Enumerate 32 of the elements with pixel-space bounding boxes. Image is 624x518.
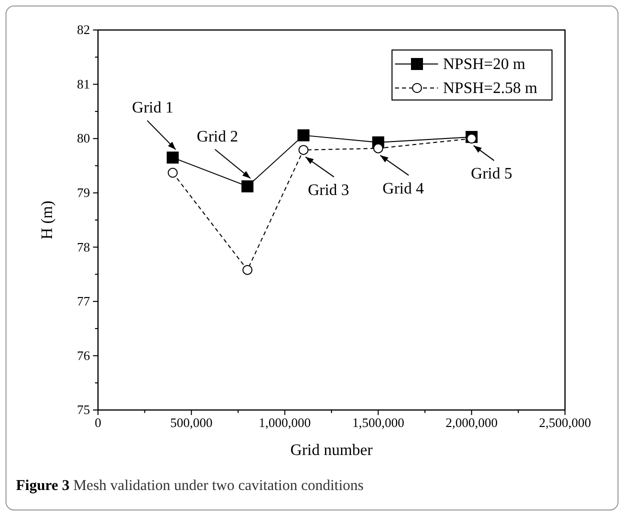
caption: Figure 3 Mesh validation under two cavitation conditions (16, 478, 364, 494)
x-tick-label: 1,000,000 (258, 415, 311, 430)
point (298, 144, 308, 155)
annotation: Grid 1 (132, 100, 174, 117)
legend-label: NPSH=20 m (443, 56, 526, 73)
x-tick-label: 0 (94, 415, 102, 430)
x-tick-label: 1,500,000 (352, 415, 404, 430)
y-tick-label: 75 (77, 402, 90, 418)
point (168, 168, 178, 178)
point (241, 180, 254, 192)
x-tick-label: 500,000 (170, 415, 213, 430)
y-tick-label: 78 (77, 239, 90, 254)
x-axis-title: Grid number (290, 442, 374, 459)
y-tick-label: 77 (77, 294, 90, 309)
point (166, 152, 179, 164)
legend-label: NPSH=2.58 m (443, 80, 538, 97)
point (466, 134, 477, 144)
x-tick-label: 2,000,000 (446, 415, 498, 430)
y-tick-label: 80 (77, 130, 90, 146)
y-tick-label: 79 (77, 185, 90, 200)
point (373, 143, 384, 154)
y-tick-label: 81 (77, 76, 90, 92)
y-axis-title: H (m) (39, 200, 56, 240)
annotation: Grid 5 (470, 166, 512, 183)
x-tick-label: 2,500,000 (539, 415, 591, 430)
point (242, 264, 252, 275)
y-tick-label: 76 (77, 348, 90, 363)
y-tick-label: 82 (77, 22, 90, 38)
point (297, 129, 310, 142)
annotation: Grid 4 (382, 180, 424, 198)
annotation: Grid 2 (196, 128, 238, 146)
annotation: Grid 3 (308, 182, 350, 199)
